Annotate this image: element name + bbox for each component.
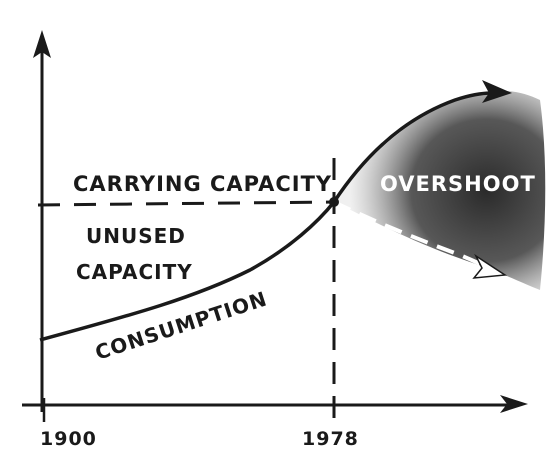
overshoot-lower-arrowhead [474,256,505,278]
overshoot-lower-arrowhead-outline [472,253,508,279]
overshoot-upper-curve [332,91,493,203]
x-tick-label-1978: 1978 [302,428,359,450]
overshoot-upper-arrowhead [482,80,512,103]
consumption-curve [39,200,336,342]
overshoot-shaded-region [335,90,546,290]
overshoot-lower-dashed-curve [333,200,487,268]
carrying-capacity-line [37,200,335,207]
x-axis-arrowhead [500,395,528,413]
y-axis-arrowhead [33,30,51,58]
overshoot-label: OVERSHOOT [380,172,536,196]
x-tick-label-1900: 1900 [40,428,97,450]
capacity-label: CAPACITY [76,260,193,284]
unused-label: UNUSED [86,224,186,248]
intersection-point [329,197,339,207]
carrying-capacity-label: CARRYING CAPACITY [73,172,332,196]
